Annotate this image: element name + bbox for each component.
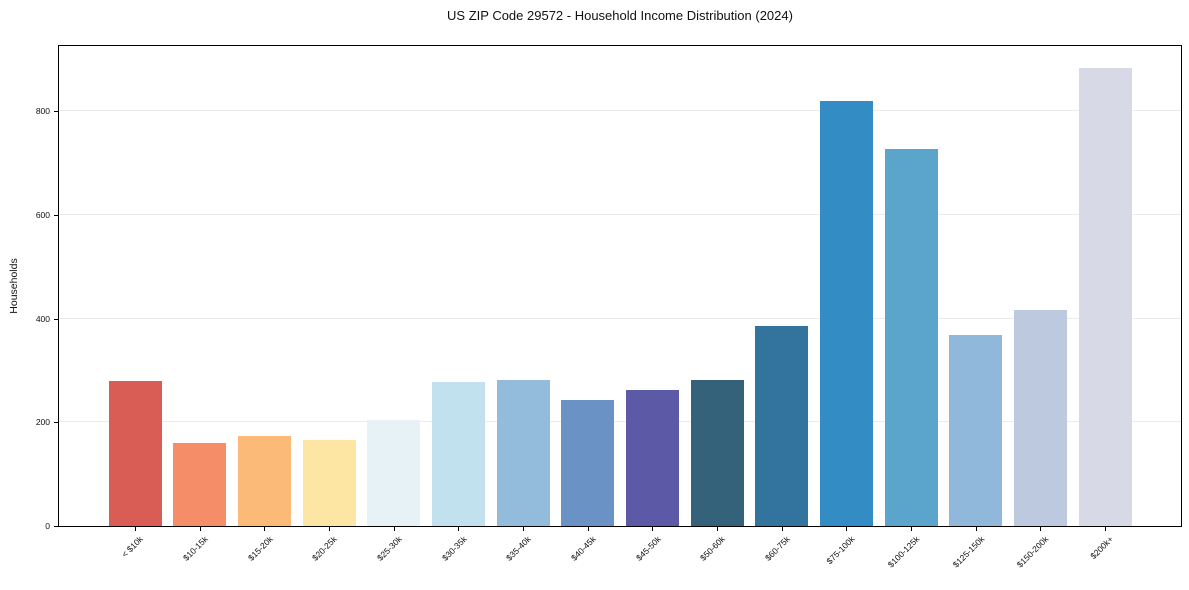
x-tick-mark-1 xyxy=(199,527,201,531)
y-tick-mark-0 xyxy=(54,526,58,527)
y-tick-mark-400 xyxy=(54,318,58,320)
bar-10 xyxy=(755,326,809,526)
bar-9 xyxy=(690,380,744,526)
plot-area xyxy=(58,45,1182,527)
bar-11 xyxy=(819,100,873,526)
y-tick-label-0: 0 xyxy=(45,521,50,531)
x-tick-mark-6 xyxy=(523,527,524,531)
y-axis-label: Households xyxy=(8,258,20,314)
x-tick-label-8: $45-50k xyxy=(633,534,663,563)
gridline-600 xyxy=(59,214,1181,215)
x-tick-label-14: $150-200k xyxy=(1014,534,1051,570)
x-tick-mark-12 xyxy=(911,527,912,531)
x-tick-label-10: $60-75k xyxy=(762,534,792,563)
x-tick-label-0: < $10k xyxy=(119,534,146,560)
x-tick-mark-11 xyxy=(846,527,848,531)
x-tick-label-6: $35-40k xyxy=(504,534,534,563)
x-tick-label-2: $15-20k xyxy=(245,534,275,563)
bar-14 xyxy=(1013,309,1067,526)
x-tick-label-5: $30-35k xyxy=(439,534,469,563)
x-tick-mark-2 xyxy=(264,527,266,531)
x-tick-mark-9 xyxy=(717,527,718,531)
y-tick-label-600: 600 xyxy=(35,209,50,220)
x-tick-mark-3 xyxy=(329,527,330,531)
bar-3 xyxy=(302,440,356,526)
y-tick-label-400: 400 xyxy=(35,313,50,324)
y-tick-label-200: 200 xyxy=(35,417,50,428)
x-tick-mark-8 xyxy=(652,527,654,531)
bar-8 xyxy=(625,390,679,526)
x-tick-label-4: $25-30k xyxy=(374,534,404,563)
x-tick-mark-10 xyxy=(781,527,783,531)
bar-0 xyxy=(108,380,162,526)
y-tick-label-800: 800 xyxy=(35,106,50,117)
x-tick-mark-13 xyxy=(975,527,977,531)
x-axis-labels: < $10k $10-15k $15-20k $20-25k $25-30k $30-35… xyxy=(58,534,1182,590)
bar-15 xyxy=(1078,68,1132,526)
y-tick-mark-800 xyxy=(54,111,58,113)
bar-6 xyxy=(496,380,550,526)
bar-12 xyxy=(884,148,938,526)
x-tick-mark-14 xyxy=(1040,527,1042,531)
bar-7 xyxy=(561,400,615,526)
bar-1 xyxy=(173,443,227,526)
x-tick-label-7: $40-45k xyxy=(568,534,598,563)
chart-title: US ZIP Code 29572 - Household Income Dis… xyxy=(447,8,793,23)
gridline-800 xyxy=(59,110,1181,112)
x-tick-label-1: $10-15k xyxy=(180,534,210,563)
x-tick-mark-5 xyxy=(458,527,460,531)
gridline-200 xyxy=(59,421,1181,423)
x-tick-label-3: $20-25k xyxy=(310,534,340,563)
x-tick-mark-7 xyxy=(587,527,589,531)
y-tick-mark-600 xyxy=(54,214,58,216)
bar-2 xyxy=(237,436,291,526)
x-tick-label-13: $125-150k xyxy=(950,534,986,570)
bar-4 xyxy=(367,419,421,526)
x-tick-label-12: $100-125k xyxy=(885,534,922,570)
x-tick-label-15: $200k+ xyxy=(1088,534,1116,561)
gridline-400 xyxy=(59,317,1181,319)
x-tick-mark-15 xyxy=(1105,527,1106,531)
x-tick-mark-4 xyxy=(393,527,395,531)
bar-5 xyxy=(431,382,485,526)
y-tick-mark-200 xyxy=(54,422,58,424)
bar-13 xyxy=(949,335,1003,526)
x-tick-label-9: $50-60k xyxy=(698,534,728,563)
x-tick-mark-0 xyxy=(135,527,136,531)
x-tick-label-11: $75-100k xyxy=(824,534,857,567)
